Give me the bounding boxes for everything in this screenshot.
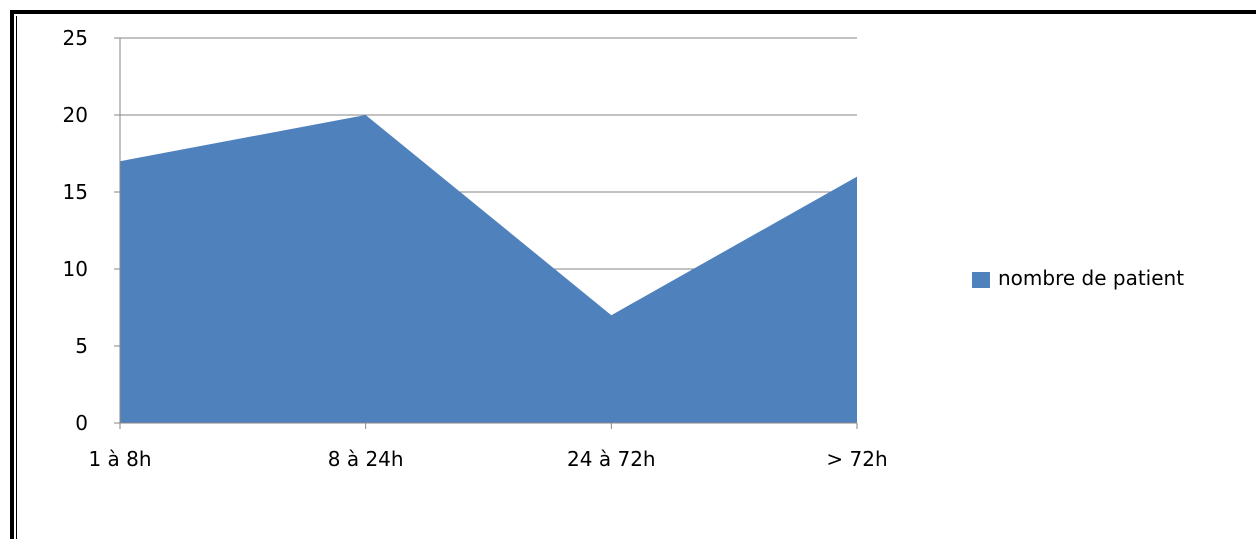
series-area-path (120, 115, 857, 423)
y-tick-label: 20 (63, 103, 88, 127)
series-area (119, 114, 858, 423)
x-tick-label: 1 à 8h (88, 447, 151, 471)
x-tick-label: 24 à 72h (567, 447, 656, 471)
y-tick-label: 10 (63, 257, 88, 281)
legend-swatch (972, 272, 990, 288)
frame-inner-rule (16, 16, 17, 539)
y-tick-label: 15 (63, 180, 88, 204)
x-tick-label: 8 à 24h (328, 447, 404, 471)
axes (114, 37, 858, 429)
x-tick-labels: 1 à 8h 8 à 24h 24 à 72h > 72h (88, 447, 887, 471)
legend: nombre de patient (972, 266, 1184, 290)
x-tick-label: > 72h (826, 447, 887, 471)
y-tick-label: 25 (63, 26, 88, 50)
y-tick-labels: 0 5 10 15 20 25 (63, 26, 88, 435)
y-tick-label: 5 (75, 334, 88, 358)
legend-label: nombre de patient (998, 266, 1184, 290)
y-tick-label: 0 (75, 411, 88, 435)
